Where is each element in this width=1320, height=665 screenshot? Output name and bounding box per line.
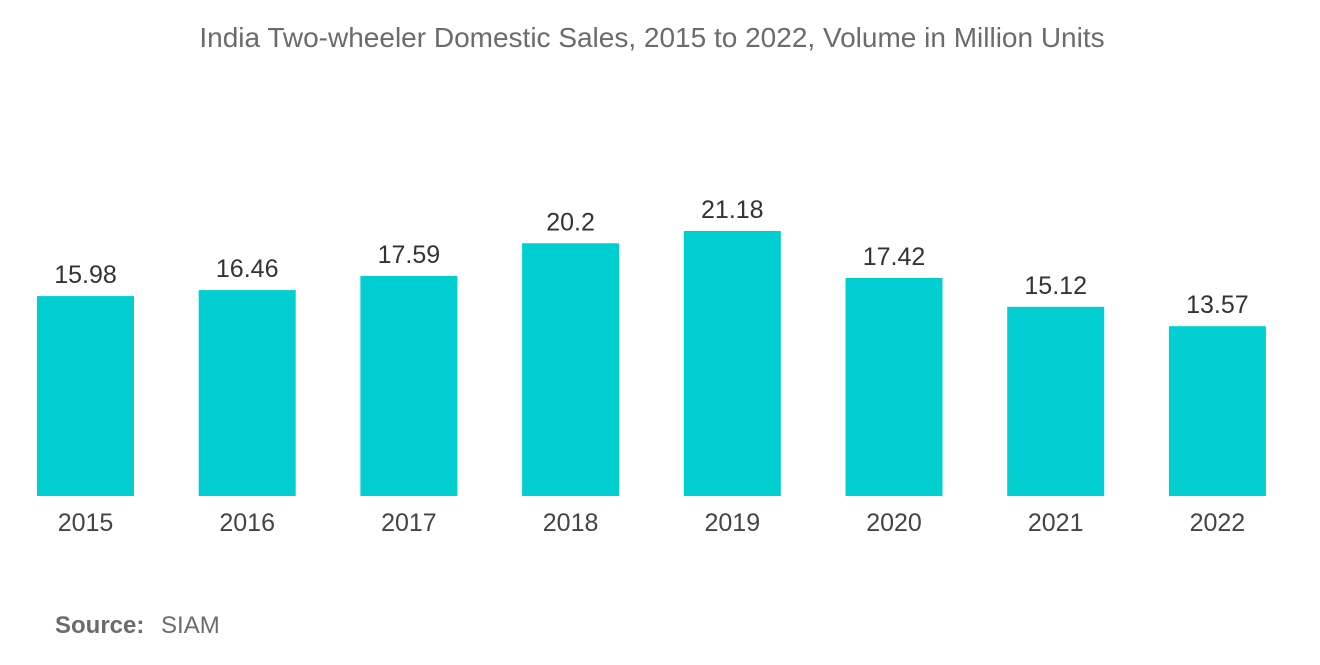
x-tick-label-2016: 2016 xyxy=(219,509,275,537)
bar-2020 xyxy=(845,278,943,496)
x-tick-label-2022: 2022 xyxy=(1190,509,1246,537)
x-tick-label-2017: 2017 xyxy=(381,509,437,537)
source-note: Source: SIAM xyxy=(55,612,220,640)
source-value: SIAM xyxy=(161,612,220,639)
bar-2019 xyxy=(683,231,781,496)
x-tick-label-2018: 2018 xyxy=(543,509,599,537)
bar-2015 xyxy=(37,296,134,496)
chart-title: India Two-wheeler Domestic Sales, 2015 t… xyxy=(199,22,1105,53)
value-label-2018: 20.2 xyxy=(546,208,595,236)
bar-2018 xyxy=(522,243,620,496)
bar-2017 xyxy=(360,275,458,496)
bar-2021 xyxy=(1007,306,1105,496)
value-label-2016: 16.46 xyxy=(216,255,279,283)
x-tick-label-2021: 2021 xyxy=(1028,509,1084,537)
value-label-2019: 21.18 xyxy=(701,196,764,224)
value-label-2021: 15.12 xyxy=(1024,272,1087,300)
x-tick-label-2015: 2015 xyxy=(58,509,114,537)
value-label-2020: 17.42 xyxy=(863,243,926,271)
value-label-2015: 15.98 xyxy=(54,261,117,289)
bar-2016 xyxy=(198,290,296,496)
bar-2022 xyxy=(1168,326,1266,496)
value-label-2017: 17.59 xyxy=(378,241,441,269)
x-tick-label-2020: 2020 xyxy=(866,509,922,537)
bar-chart: 15.98 2015 16.46 2016 17.59 2017 20.2 2018 21.18… xyxy=(37,196,1266,537)
value-label-2022: 13.57 xyxy=(1186,291,1249,319)
source-label: Source: xyxy=(55,612,145,639)
x-tick-label-2019: 2019 xyxy=(704,509,760,537)
